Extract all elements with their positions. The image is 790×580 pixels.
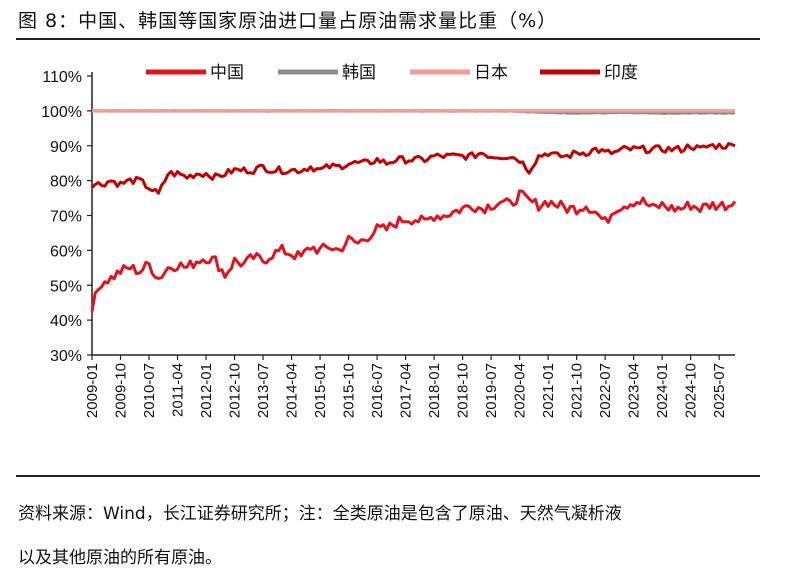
x-tick-label: 2021-01: [540, 363, 557, 418]
x-tick-label: 2024-01: [654, 363, 671, 418]
y-tick-label: 60%: [50, 243, 82, 260]
legend-label: 印度: [604, 63, 638, 83]
x-tick-label: 2023-04: [626, 363, 643, 418]
x-tick-label: 2010-07: [141, 363, 158, 418]
x-tick-label: 2013-07: [255, 363, 272, 418]
y-tick-label: 100%: [41, 104, 82, 121]
title-rule: [16, 38, 760, 40]
y-tick-label: 80%: [50, 174, 82, 191]
y-tick-label: 50%: [50, 278, 82, 295]
y-tick-label: 110%: [42, 69, 82, 86]
y-axis: 30% 40% 50% 60% 70% 80% 90% 100% 110%: [41, 69, 93, 365]
x-tick-label: 2020-04: [512, 363, 529, 418]
x-axis: 2009-01 2009-10 2010-07 2011-04 2012-01 2012-…: [84, 354, 735, 418]
x-tick-label: 2012-10: [227, 363, 244, 418]
y-tick-label: 40%: [50, 313, 82, 330]
x-tick-label: 2024-10: [683, 363, 700, 418]
x-tick-label: 2018-01: [426, 363, 443, 418]
source-line-2: 以及其他原油的所有原油。: [18, 548, 222, 568]
legend-item: 中国: [146, 63, 244, 83]
x-tick-label: 2016-07: [369, 363, 386, 418]
x-tick-label: 2009-10: [113, 363, 130, 418]
x-tick-label: 2022-07: [597, 363, 614, 418]
series-lines: [90, 109, 737, 312]
x-tick-label: 2025-07: [711, 363, 728, 418]
y-tick-label: 70%: [50, 209, 82, 226]
series-line-印度: [90, 142, 736, 195]
legend-label: 中国: [210, 63, 244, 83]
x-tick-label: 2017-04: [398, 363, 415, 418]
source-note: 资料来源：Wind，长江证券研究所；注：全类原油是包含了原油、天然气凝析液 以及…: [18, 492, 768, 580]
x-tick-label: 2014-04: [284, 363, 301, 418]
source-rule: [16, 475, 760, 477]
legend-label: 韩国: [342, 63, 376, 83]
y-tick-label: 30%: [50, 348, 82, 365]
x-tick-label: 2015-10: [341, 363, 358, 418]
x-tick-label: 2021-10: [569, 363, 586, 418]
legend-label: 日本: [474, 63, 508, 83]
x-tick-label: 2015-01: [312, 363, 329, 418]
legend: 中国 韩国 日本 印度: [146, 63, 638, 83]
source-line-1: 资料来源：Wind，长江证券研究所；注：全类原油是包含了原油、天然气凝析液: [18, 504, 622, 524]
figure-title: 图 8：中国、韩国等国家原油进口量占原油需求量比重（%）: [18, 10, 558, 32]
x-tick-label: 2018-10: [455, 363, 472, 418]
y-tick-label: 90%: [50, 139, 82, 156]
x-tick-label: 2011-04: [170, 363, 187, 417]
legend-item: 印度: [540, 63, 638, 83]
x-tick-label: 2009-01: [84, 363, 101, 418]
line-chart: 中国 韩国 日本 印度 30% 40% 50% 60% 70% 80% 90% 100% 110% 2…: [41, 63, 737, 418]
series-line-中国: [90, 189, 737, 312]
x-tick-label: 2019-07: [483, 363, 500, 418]
legend-item: 韩国: [278, 63, 376, 83]
x-tick-label: 2012-01: [198, 363, 215, 418]
legend-item: 日本: [410, 63, 508, 83]
